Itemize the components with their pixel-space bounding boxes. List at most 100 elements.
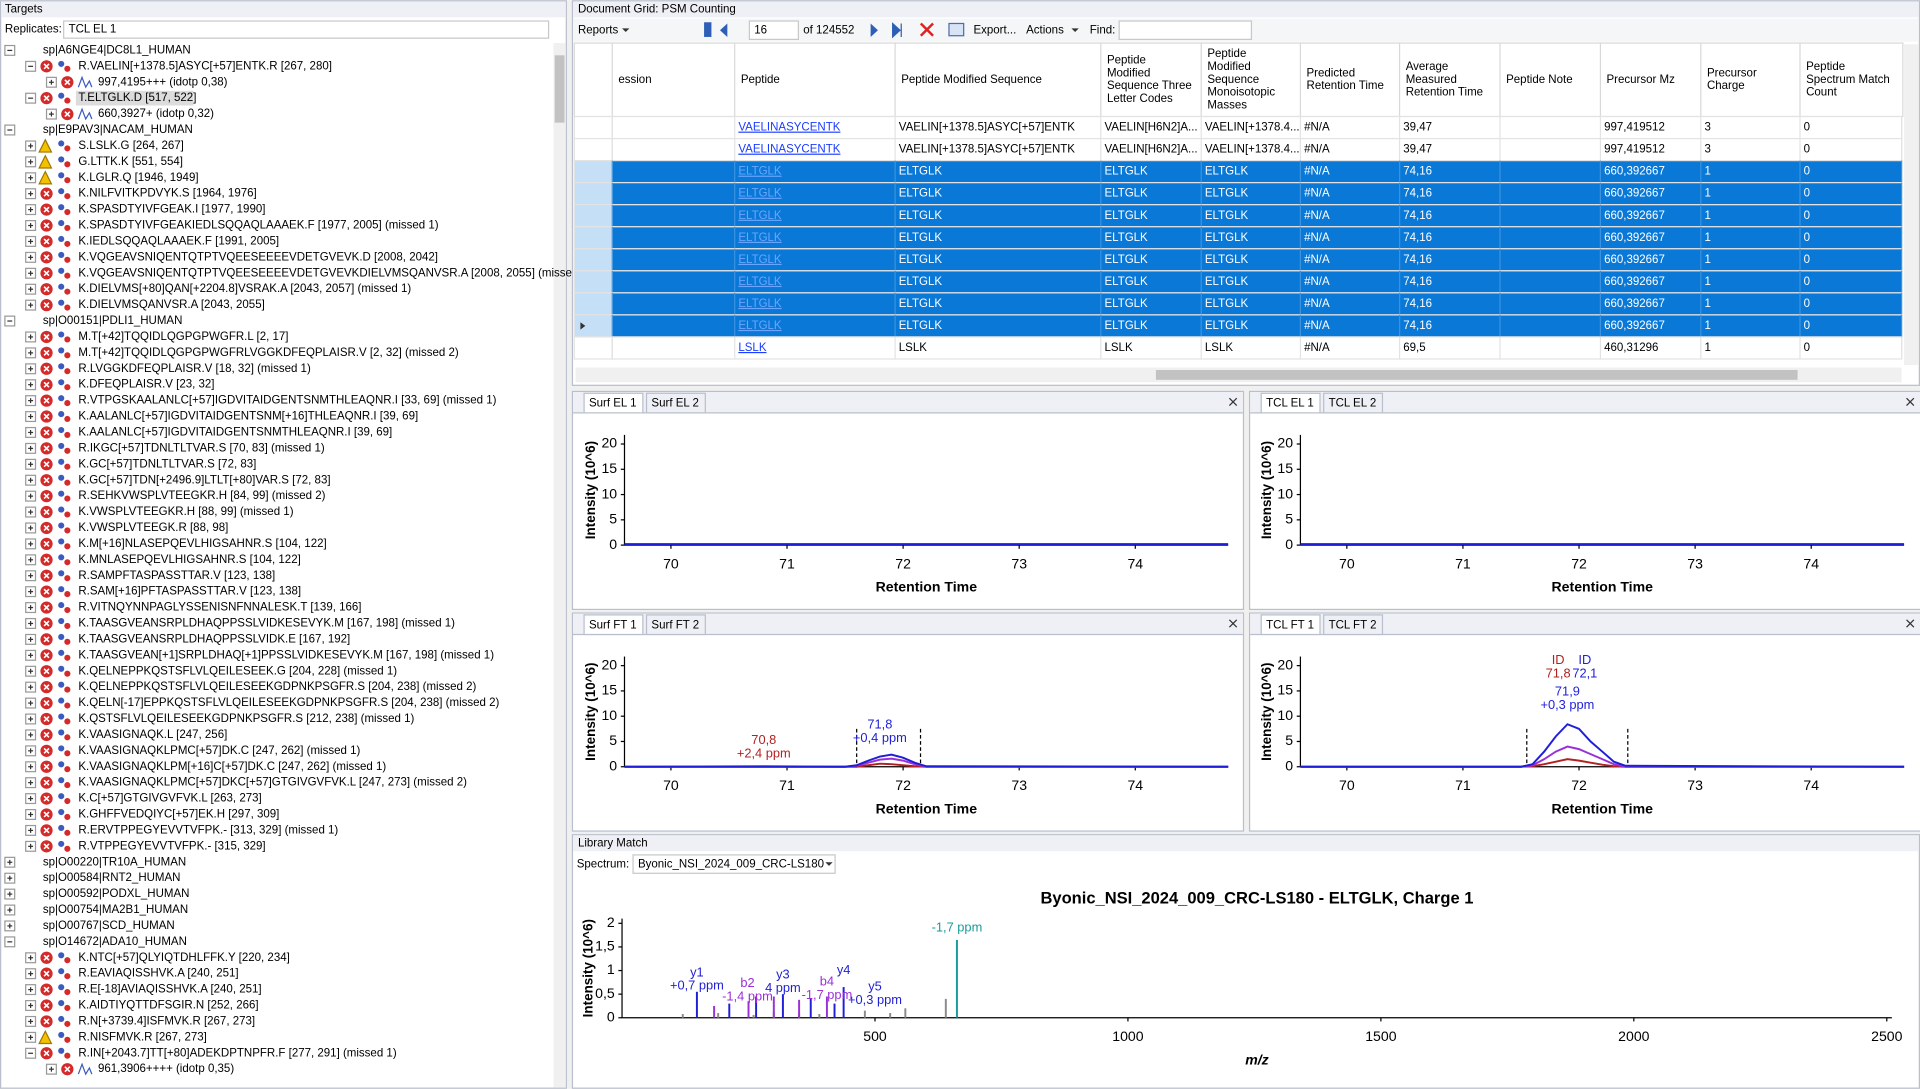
tree-node[interactable]: K.NTC[+57]QLYIQTDHLFFK.Y [220, 234] — [78, 952, 289, 964]
spectrum-select[interactable] — [632, 854, 836, 874]
tree-node[interactable]: sp|O00220|TR10A_HUMAN — [43, 856, 186, 868]
tree-node[interactable]: K.GHFFVEDQIYC[+57]EK.H [297, 309] — [78, 809, 279, 821]
tree-node[interactable]: sp|O00767|SCD_HUMAN — [43, 920, 175, 932]
tab[interactable] — [645, 392, 706, 414]
peptide-link[interactable]: VAELINASYCENTK — [738, 122, 840, 134]
tree-node[interactable]: K.AIDTIYQTTDFSGIR.N [252, 266] — [78, 1000, 258, 1012]
peptide-link[interactable]: ELTGLK — [738, 210, 782, 222]
tree-node[interactable]: K.IEDLSQQAQLAAAEK.F [1991, 2005] — [78, 235, 279, 247]
tree-node[interactable]: K.M[+16]NLASEPQEVLHIGSAHNR.S [104, 122] — [78, 538, 326, 550]
tree-node[interactable]: K.DIELVMS[+80]QAN[+2204.8]VSRAK.A [2043,… — [78, 283, 411, 295]
tree-node[interactable]: K.QSTSFLVLQEILESEEKGDPNKPSGFR.S [212, 23… — [78, 713, 414, 725]
tree-node[interactable]: K.VAASIGNAQKLPMC[+57]DK.C [247, 262] (mi… — [78, 745, 360, 757]
tree-node[interactable]: K.VAASIGNAQKLPMC[+57]DKC[+57]GTGIVGVFVK.… — [78, 777, 467, 789]
peptide-link[interactable]: ELTGLK — [738, 276, 782, 288]
tree-node[interactable]: R.IN[+2043.7]TT[+80]ADEKDPTNPFR.F [277, … — [78, 1047, 396, 1059]
column-header[interactable]: Peptide Note — [1506, 74, 1573, 86]
close-icon[interactable] — [1906, 397, 1915, 406]
tree-node[interactable]: K.SPASDTYIVFGEAK.I [1977, 1990] — [78, 204, 265, 216]
tree-node[interactable]: T.ELTGLK.D [517, 522] — [78, 92, 196, 104]
tree-node[interactable]: K.LGLR.Q [1946, 1949] — [78, 172, 198, 184]
nav-last[interactable] — [892, 22, 902, 39]
tree-node[interactable]: R.LVGGKDFEQPLAISR.V [18, 32] (missed 1) — [78, 363, 311, 375]
tree-node[interactable]: K.DIELVMSQANVSR.A [2043, 2055] — [78, 299, 264, 311]
find-input[interactable] — [1118, 20, 1253, 41]
tree-node[interactable]: M.T[+42]TQQIDLQGPGPWGFRLVGGKDFEQPLAISR.V… — [78, 347, 459, 359]
column-header[interactable]: ession — [618, 74, 651, 86]
reports-button[interactable]: Reports — [578, 24, 619, 36]
close-icon[interactable] — [1228, 619, 1238, 628]
tree-node[interactable]: K.VAASIGNAQK.L [247, 256] — [78, 729, 227, 741]
tree-node[interactable]: K.QELN[-17]EPPKQSTSFLVLQEILESEEKGDPNKPSG… — [78, 697, 499, 709]
tree-node[interactable]: R.NISFMVK.R [267, 273] — [78, 1031, 206, 1043]
page-input[interactable] — [748, 20, 799, 41]
tree-node[interactable]: K.AALANLC[+57]IGDVITAIDGENTSNM[+16]THLEA… — [78, 411, 418, 423]
column-header[interactable]: Peptide Spectrum Match Count — [1806, 61, 1893, 99]
tree-node[interactable]: sp|E9PAV3|NACAM_HUMAN — [43, 124, 193, 136]
tree-node[interactable]: sp|O00754|MA2B1_HUMAN — [43, 904, 188, 916]
column-header[interactable]: Peptide Modified Sequence — [901, 74, 1042, 86]
tab[interactable] — [583, 614, 644, 636]
tree-node[interactable]: K.DFEQPLAISR.V [23, 32] — [78, 379, 214, 391]
peptide-link[interactable]: ELTGLK — [738, 254, 782, 266]
nav-first[interactable] — [704, 22, 712, 37]
close-icon[interactable] — [1228, 397, 1238, 406]
tree-node[interactable]: K.AALANLC[+57]IGDVITAIDGENTSNMTHLEAQNR.I… — [78, 427, 392, 439]
tree-node[interactable]: K.VAASIGNAQKLPM[+16]C[+57]DK.C [247, 262… — [78, 761, 386, 773]
column-header[interactable]: Average Measured Retention Time — [1406, 61, 1483, 99]
tree-node[interactable]: R.SAMPFTASPASSTTAR.V [123, 138] — [78, 570, 275, 582]
tree-node[interactable]: K.VQGEAVSNIQENTQTPTVQEESEEEEVDETGVEVKDIE… — [78, 267, 588, 279]
tree-node[interactable]: K.GC[+57]TDNLTLTVAR.S [72, 83] — [78, 458, 256, 470]
tree-node[interactable]: R.SAM[+16]PFTASPASSTTAR.V [123, 138] — [78, 586, 301, 598]
tree-node[interactable]: sp|O00592|PODXL_HUMAN — [43, 888, 190, 900]
tree-node[interactable]: 961,3906++++ (idotp 0,35) — [98, 1063, 234, 1075]
tree-node[interactable]: R.E[-18]AVIAQISSHVK.A [240, 251] — [78, 984, 261, 996]
tree-node[interactable]: K.SPASDTYIVFGEAKIEDLSQQAQLAAAEK.F [1977,… — [78, 220, 438, 232]
tree-node[interactable]: K.QELNEPPKQSTSFLVLQEILESEEK.G [204, 228]… — [78, 665, 397, 677]
tab[interactable] — [1260, 614, 1321, 636]
tree-node[interactable]: R.IKGC[+57]TDNLTLTVAR.S [70, 83] (missed… — [78, 442, 325, 454]
tree-node[interactable]: R.VITNQYNNPAGLYSSENISNFNNALESK.T [139, 1… — [78, 602, 361, 614]
tree-node[interactable]: K.VWSPLVTEEGKR.H [88, 99] (missed 1) — [78, 506, 293, 518]
peptide-link[interactable]: VAELINASYCENTK — [738, 144, 840, 156]
tree-node[interactable]: G.LTTK.K [551, 554] — [78, 156, 183, 168]
column-header[interactable]: Peptide — [741, 74, 780, 86]
column-header[interactable]: Peptide Modified Sequence Monoisotopic M… — [1207, 48, 1278, 111]
peptide-link[interactable]: ELTGLK — [738, 166, 782, 178]
column-header[interactable]: Precursor Charge — [1707, 67, 1760, 92]
tree-node[interactable]: K.MNLASEPQEVLHIGSAHNR.S [104, 122] — [78, 554, 300, 566]
column-header[interactable]: Precursor Mz — [1607, 74, 1676, 86]
tree-scrollbar[interactable] — [553, 43, 566, 1088]
tree-node[interactable]: K.C[+57]GTGIVGVFVK.L [263, 273] — [78, 793, 261, 805]
peptide-link[interactable]: ELTGLK — [738, 320, 782, 332]
clear-filter[interactable] — [919, 22, 934, 37]
tab[interactable] — [1323, 614, 1384, 636]
export-button[interactable]: Export... — [973, 24, 1016, 36]
tree-node[interactable]: K.TAASGVEAN[+1]SRPLDHAQ[+1]PPSSLVIDKESEV… — [78, 649, 494, 661]
column-header[interactable]: Peptide Modified Sequence Three Letter C… — [1107, 55, 1195, 106]
tab[interactable] — [583, 392, 644, 414]
peptide-link[interactable]: ELTGLK — [738, 232, 782, 244]
tree-node[interactable]: K.VQGEAVSNIQENTQTPTVQEESEEEEVDETGVEVK.D … — [78, 251, 438, 263]
tree-node[interactable]: K.TAASGVEANSRPLDHAQPPSSLVIDK.E [167, 192… — [78, 633, 350, 645]
tree-node[interactable]: sp|A6NGE4|DC8L1_HUMAN — [43, 44, 191, 56]
tree-node[interactable]: S.LSLK.G [264, 267] — [78, 140, 183, 152]
nav-next[interactable] — [870, 23, 878, 37]
tree-node[interactable]: K.GC[+57]TDN[+2496.9]LTLT[+80]VAR.S [72,… — [78, 474, 330, 486]
tree-node[interactable]: 997,4195+++ (idotp 0,38) — [98, 76, 228, 88]
tree-node[interactable]: R.VTPGSKAALANLC[+57]IGDVITAIDGENTSNMTHLE… — [78, 395, 496, 407]
column-header[interactable]: Predicted Retention Time — [1307, 67, 1384, 92]
tab[interactable] — [1323, 392, 1384, 414]
grid-vscrollbar[interactable] — [1904, 44, 1919, 366]
nav-prev[interactable] — [720, 23, 728, 37]
tree-node[interactable]: sp|O00584|RNT2_HUMAN — [43, 872, 181, 884]
tree-scroll-thumb[interactable] — [554, 55, 565, 123]
peptide-link[interactable]: ELTGLK — [738, 298, 782, 310]
tree-node[interactable]: R.EAVIAQISSHVK.A [240, 251] — [78, 968, 238, 980]
tree-node[interactable]: M.T[+42]TQQIDLQGPGPWGFR.L [2, 17] — [78, 331, 288, 343]
tab[interactable] — [645, 614, 706, 636]
tree-node[interactable]: R.SEHKVWSPLVTEEGKR.H [84, 99] (missed 2) — [78, 490, 325, 502]
tree-node[interactable]: 660,3927+ (idotp 0,32) — [98, 108, 214, 120]
tree-node[interactable]: K.VWSPLVTEEGK.R [88, 98] — [78, 522, 228, 534]
tree-node[interactable]: R.ERVTPPEGYEVVTVFPK.- [313, 329] (missed… — [78, 824, 338, 836]
